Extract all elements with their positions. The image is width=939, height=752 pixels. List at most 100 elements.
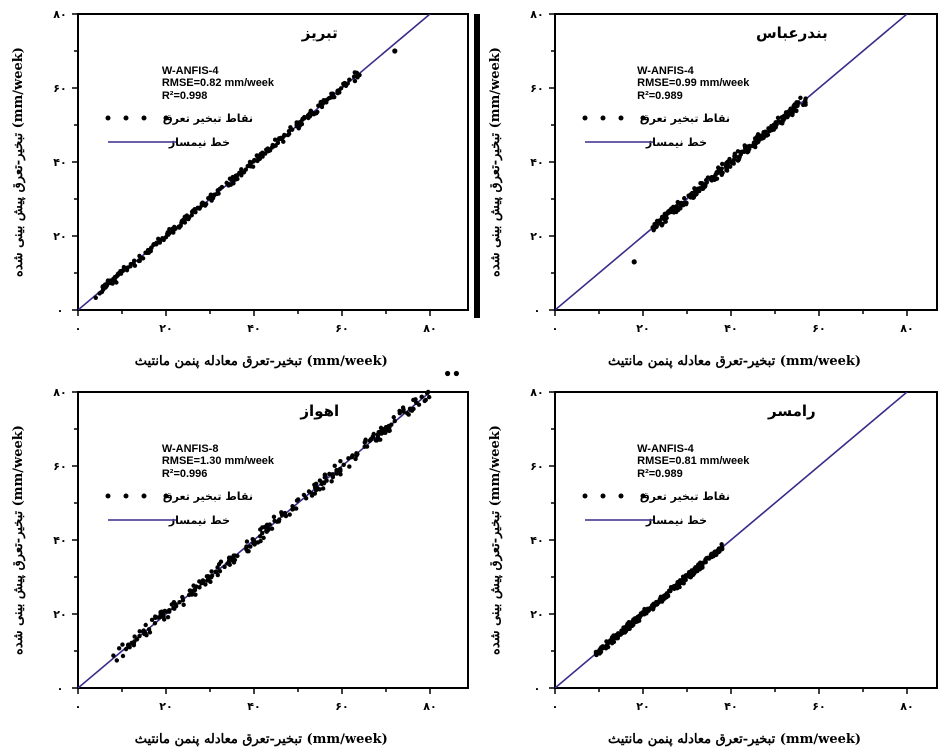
scatter-point [727, 164, 733, 169]
legend-points-label: نقاط تبخیر تعرق [163, 490, 253, 503]
scatter-point [269, 526, 275, 531]
scatter-point [668, 588, 673, 594]
scatter-point [182, 220, 188, 225]
scatter-point-outlier [392, 48, 398, 54]
scatter-point [662, 593, 668, 598]
scatter-point [697, 188, 702, 194]
scatter-point [341, 462, 346, 467]
legend-point-marker [640, 115, 646, 121]
scatter-point [308, 110, 313, 115]
legend-point-marker [163, 493, 169, 499]
scatter-point [330, 94, 335, 100]
scatter-point [114, 658, 120, 663]
rmse-value: RMSE=1.30 mm/week [162, 455, 275, 467]
y-tick-label: ۶۰ [53, 460, 66, 473]
scatter-point [686, 569, 692, 575]
scatter-point [717, 167, 722, 172]
panel-separator-bar [474, 14, 480, 318]
y-tick-label: ۴۰ [530, 156, 543, 169]
scatter-point [759, 135, 764, 140]
y-tick-label: ۰ [534, 682, 541, 695]
panel-title: رامسر [767, 402, 816, 420]
scatter-point [357, 72, 362, 78]
scatter-point [271, 514, 277, 520]
scatter-point [716, 546, 722, 551]
scatter-point [762, 129, 768, 135]
x-tick-label: ۲۰ [636, 322, 649, 335]
scatter-point [725, 159, 730, 165]
scatter-point [100, 287, 106, 292]
scatter-point [691, 572, 696, 577]
scatter-point [330, 472, 335, 477]
scatter-point [149, 617, 155, 623]
scatter-point [781, 114, 787, 119]
x-tick-label: ۴۰ [247, 322, 260, 335]
legend-points-label: نقاط تبخیر تعرق [163, 112, 253, 125]
scatter-point [424, 390, 430, 396]
scatter-point [222, 564, 227, 570]
scatter-point [199, 201, 205, 206]
scatter-point-outlier [445, 370, 451, 377]
scatter-point [716, 549, 721, 555]
scatter-point [206, 574, 211, 579]
scatter-point [709, 554, 714, 559]
scatter-point [347, 464, 352, 469]
scatter-point [160, 236, 165, 241]
scatter-point [368, 436, 374, 442]
scatter-point [732, 151, 737, 156]
scatter-point [290, 504, 295, 509]
scatter-point [315, 109, 320, 115]
scatter-point [353, 456, 358, 462]
legend-point-marker [582, 493, 588, 499]
scatter-point [386, 423, 391, 429]
x-tick-label: ۰ [552, 700, 559, 713]
scatter-point [153, 242, 158, 247]
scatter-point [614, 633, 619, 638]
scatter-point [776, 118, 781, 124]
scatter-point [764, 133, 769, 138]
y-tick-label: ۲۰ [53, 608, 66, 621]
legend-point-marker [618, 115, 624, 121]
scatter-point [386, 427, 392, 433]
scatter-point [250, 536, 255, 542]
x-tick-label: ۰ [75, 322, 82, 335]
scatter-point [663, 219, 668, 224]
x-tick-label: ۲۰ [159, 322, 172, 335]
scatter-point [334, 471, 339, 476]
scatter-point [156, 236, 161, 242]
scatter-point [347, 77, 352, 82]
scatter-point [724, 168, 730, 173]
scatter-point [137, 258, 142, 263]
scatter-point [785, 114, 790, 120]
scatter-point [225, 181, 230, 186]
scatter-point [341, 81, 346, 86]
scatter-point [248, 161, 253, 167]
scatter-point [144, 632, 149, 638]
scatter-point [141, 628, 146, 633]
scatter-point [171, 230, 176, 235]
scatter-point [287, 512, 292, 517]
scatter-point [173, 602, 178, 607]
scatter-point [603, 646, 609, 651]
scatter-point [275, 140, 281, 146]
plot-frame-2 [554, 13, 938, 311]
scatter-point [655, 601, 660, 606]
scatter-point [200, 578, 206, 583]
scatter-point [335, 88, 341, 93]
scatter-point [671, 210, 677, 215]
scatter-point-outlier [453, 370, 459, 377]
y-tick-label: ۸۰ [53, 8, 66, 21]
legend-point-marker [600, 115, 606, 121]
scatter-point [194, 584, 199, 589]
scatter-point [177, 225, 182, 230]
scatter-point [400, 405, 406, 410]
scatter-point [593, 651, 599, 656]
scatter-point [774, 122, 779, 127]
scatter-point [116, 646, 122, 651]
scatter-point [324, 97, 330, 102]
scatter-point [338, 472, 343, 477]
scatter-point [216, 562, 222, 567]
scatter-point [406, 412, 411, 417]
scatter-point [147, 630, 153, 635]
scatter-point [161, 614, 166, 619]
